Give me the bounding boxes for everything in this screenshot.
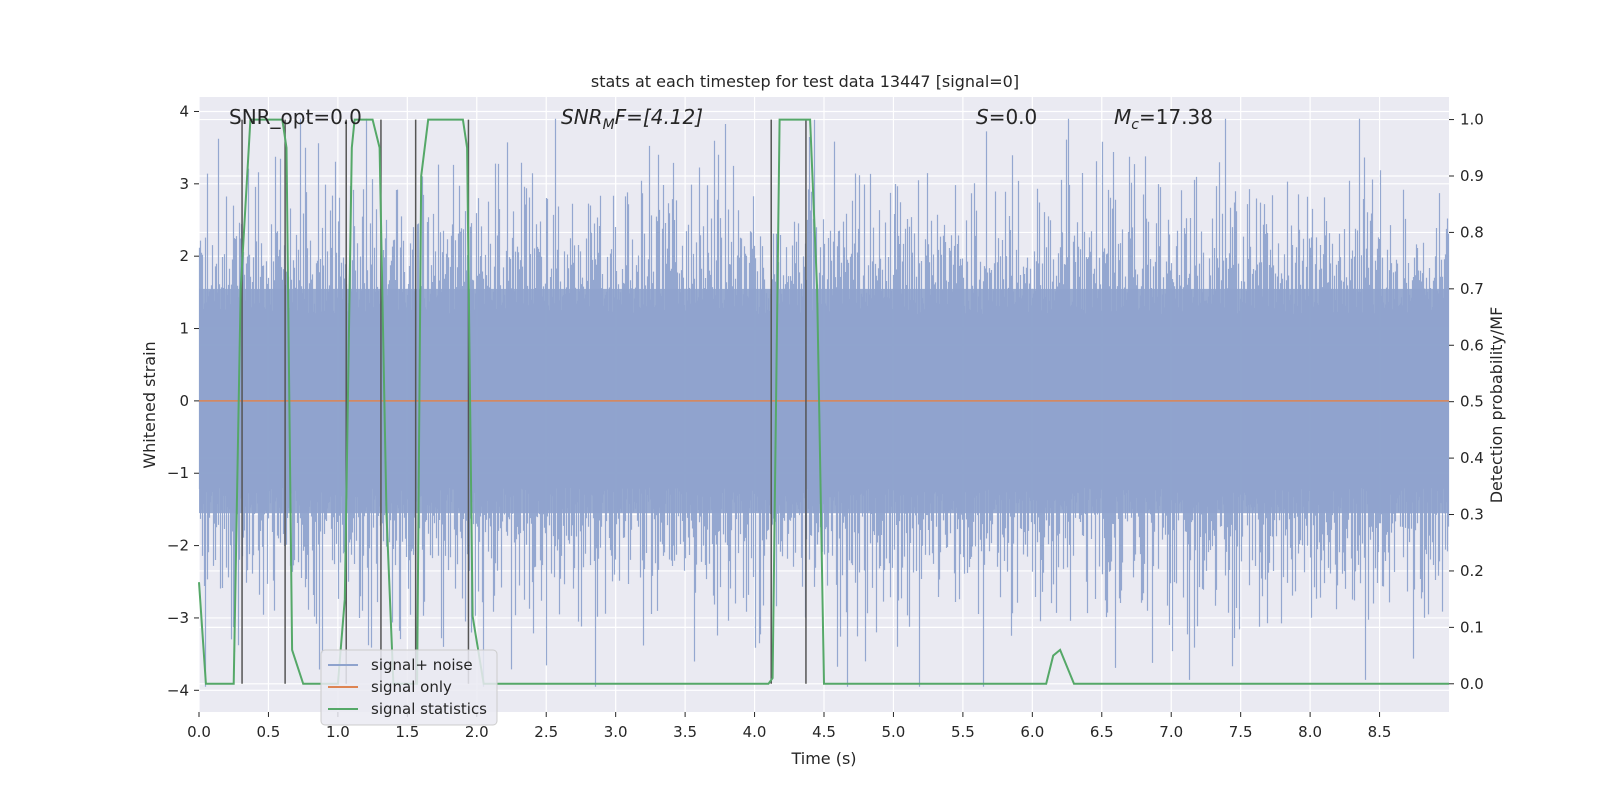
x-tick-label: 5.5: [951, 723, 975, 741]
y-ticks-right: 1.0 0.9 0.8 0.7 0.6 0.5 0.4 0.3 0.2 0.1 0.0: [1449, 111, 1484, 693]
x-tick-label: 4.5: [812, 723, 836, 741]
x-tick-label: 5.0: [882, 723, 906, 741]
x-tick-label: 8.5: [1368, 723, 1392, 741]
y-tick-label-right: 0.0: [1460, 675, 1484, 693]
x-tick-label: 3.5: [673, 723, 697, 741]
x-tick-label: 1.5: [395, 723, 419, 741]
y-tick-label-right: 0.1: [1460, 618, 1484, 636]
legend-label-noise: signal+ noise: [371, 656, 473, 674]
mc-sub: c: [1131, 117, 1139, 133]
x-tick-label: 7.0: [1159, 723, 1183, 741]
mc-main: M: [1114, 105, 1131, 129]
y-tick-label-left: −4: [167, 681, 189, 699]
snr-mf-sub: M: [603, 117, 615, 133]
x-tick-label: 3.0: [604, 723, 628, 741]
y-tick-label-right: 0.8: [1460, 223, 1484, 241]
x-tick-label: 2.5: [534, 723, 558, 741]
y-axis-label-left: Whitened strain: [140, 341, 159, 468]
s-rest: =0.0: [989, 105, 1038, 129]
y-tick-label-left: −1: [167, 464, 189, 482]
y-tick-label-right: 0.2: [1460, 562, 1484, 580]
x-axis-label: Time (s): [790, 749, 856, 768]
y-tick-label-left: −3: [167, 609, 189, 627]
y-tick-label-right: 1.0: [1460, 111, 1484, 129]
y-axis-label-right: Detection probability/MF: [1487, 307, 1506, 504]
mc-rest: =17.38: [1139, 105, 1213, 129]
snr-mf-main: SNR: [561, 105, 603, 129]
x-tick-label: 0.5: [257, 723, 281, 741]
x-tick-label: 1.0: [326, 723, 350, 741]
y-tick-label-left: 4: [179, 102, 189, 120]
y-tick-label-right: 0.7: [1460, 280, 1484, 298]
vertical-markers: [241, 119, 807, 684]
y-tick-label-right: 0.9: [1460, 167, 1484, 185]
y-tick-label-right: 0.6: [1460, 336, 1484, 354]
chart-title: stats at each timestep for test data 134…: [591, 72, 1019, 91]
x-tick-label: 0.0: [187, 723, 211, 741]
snr-mf-rest: F=[4.12]: [615, 105, 703, 129]
x-tick-label: 7.5: [1229, 723, 1253, 741]
y-tick-label-right: 0.3: [1460, 506, 1484, 524]
legend: signal+ noise signal only signal statist…: [320, 649, 498, 726]
x-tick-label: 2.0: [465, 723, 489, 741]
x-tick-label: 8.0: [1298, 723, 1322, 741]
annotation-mc: Mc=17.38: [1114, 105, 1213, 133]
y-ticks-left: 4 3 2 1 0 −1 −2 −3 −4: [167, 102, 199, 699]
legend-label-signal: signal only: [371, 678, 452, 696]
legend-box: [320, 649, 498, 726]
y-tick-label-left: 2: [179, 247, 189, 265]
x-tick-label: 6.5: [1090, 723, 1114, 741]
x-tick-label: 4.0: [743, 723, 767, 741]
y-tick-label-right: 0.5: [1460, 393, 1484, 411]
x-tick-label: 6.0: [1020, 723, 1044, 741]
annotation-snr-mf: SNRMF=[4.12]: [561, 105, 703, 133]
y-tick-label-left: 3: [179, 175, 189, 193]
y-tick-label-right: 0.4: [1460, 449, 1484, 467]
y-tick-label-left: −2: [167, 537, 189, 555]
annotation-s: S=0.0: [976, 105, 1037, 129]
y-tick-label-left: 1: [179, 320, 189, 338]
x-ticks: 0.0 0.5 1.0 1.5 2.0 2.5 3.0 3.5 4.0 4.5 5.0 5.5 6.0 6…: [187, 712, 1391, 741]
y-tick-label-left: 0: [179, 392, 189, 410]
s-main: S: [976, 105, 989, 129]
annotation-snr-opt: SNR_opt=0.0: [229, 105, 362, 129]
legend-label-stats: signal statistics: [371, 700, 487, 718]
